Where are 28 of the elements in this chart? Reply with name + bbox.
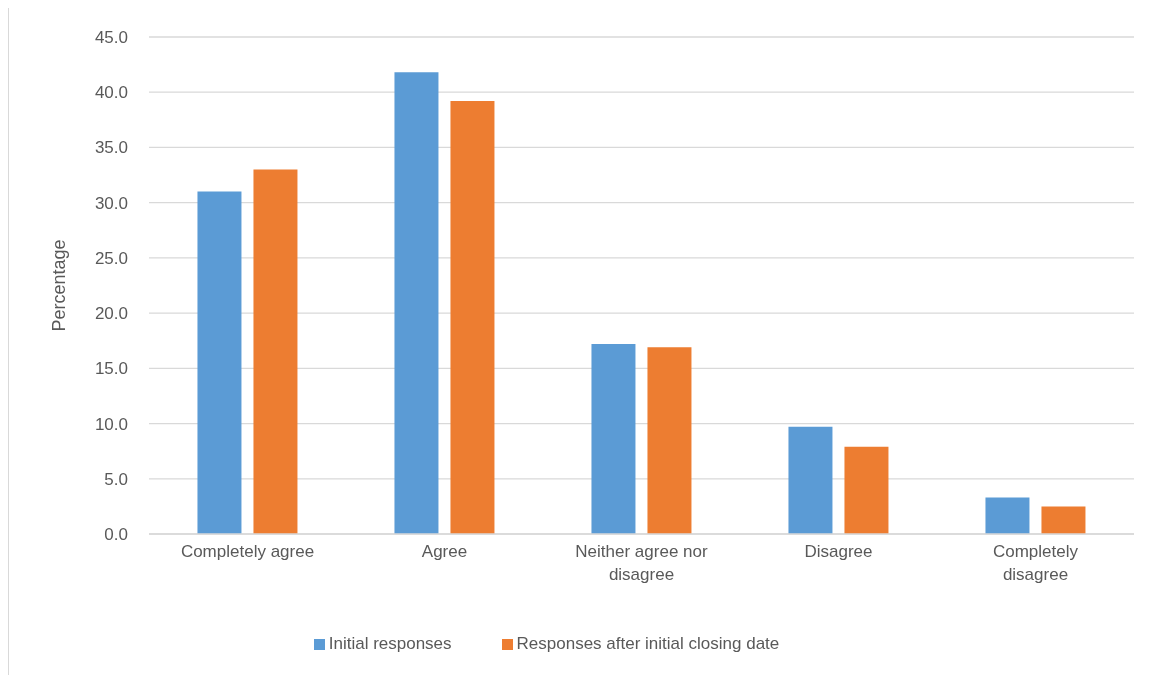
y-tick-label: 25.0 <box>94 248 128 268</box>
x-tick-label: Completely disagree <box>992 542 1079 585</box>
bar <box>985 497 1030 534</box>
bar <box>394 72 439 534</box>
y-tick-label: 5.0 <box>104 469 128 489</box>
bar <box>591 344 636 534</box>
y-tick-label: 10.0 <box>94 414 128 434</box>
bar <box>844 446 889 534</box>
y-tick-label: 40.0 <box>94 83 128 103</box>
x-tick-label: Completely agree <box>180 542 315 562</box>
legend-label: Initial responses <box>328 634 452 653</box>
y-axis-title: Percentage <box>49 239 70 332</box>
bar <box>1041 506 1086 534</box>
y-tick-label: 45.0 <box>94 28 128 48</box>
legend-label: Responses after initial closing date <box>516 634 780 653</box>
y-tick-label: 0.0 <box>104 525 128 545</box>
x-tick-label: Agree <box>421 542 468 562</box>
bar <box>253 169 298 534</box>
y-tick-label: 30.0 <box>94 193 128 213</box>
y-tick-label: 35.0 <box>94 138 128 158</box>
bar <box>788 426 833 534</box>
bar <box>197 191 242 534</box>
bar <box>450 101 495 534</box>
x-tick-label: Neither agree nor disagree <box>575 542 708 585</box>
y-tick-label: 15.0 <box>94 359 128 379</box>
y-tick-label: 20.0 <box>94 304 128 324</box>
x-tick-label: Disagree <box>804 542 873 562</box>
bar <box>647 347 692 534</box>
